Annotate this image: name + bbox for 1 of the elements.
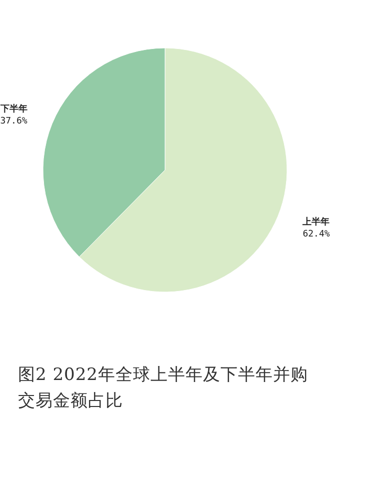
text: 图2 2022年全球上半年及下半年并购交易金额占比 [18, 364, 309, 413]
